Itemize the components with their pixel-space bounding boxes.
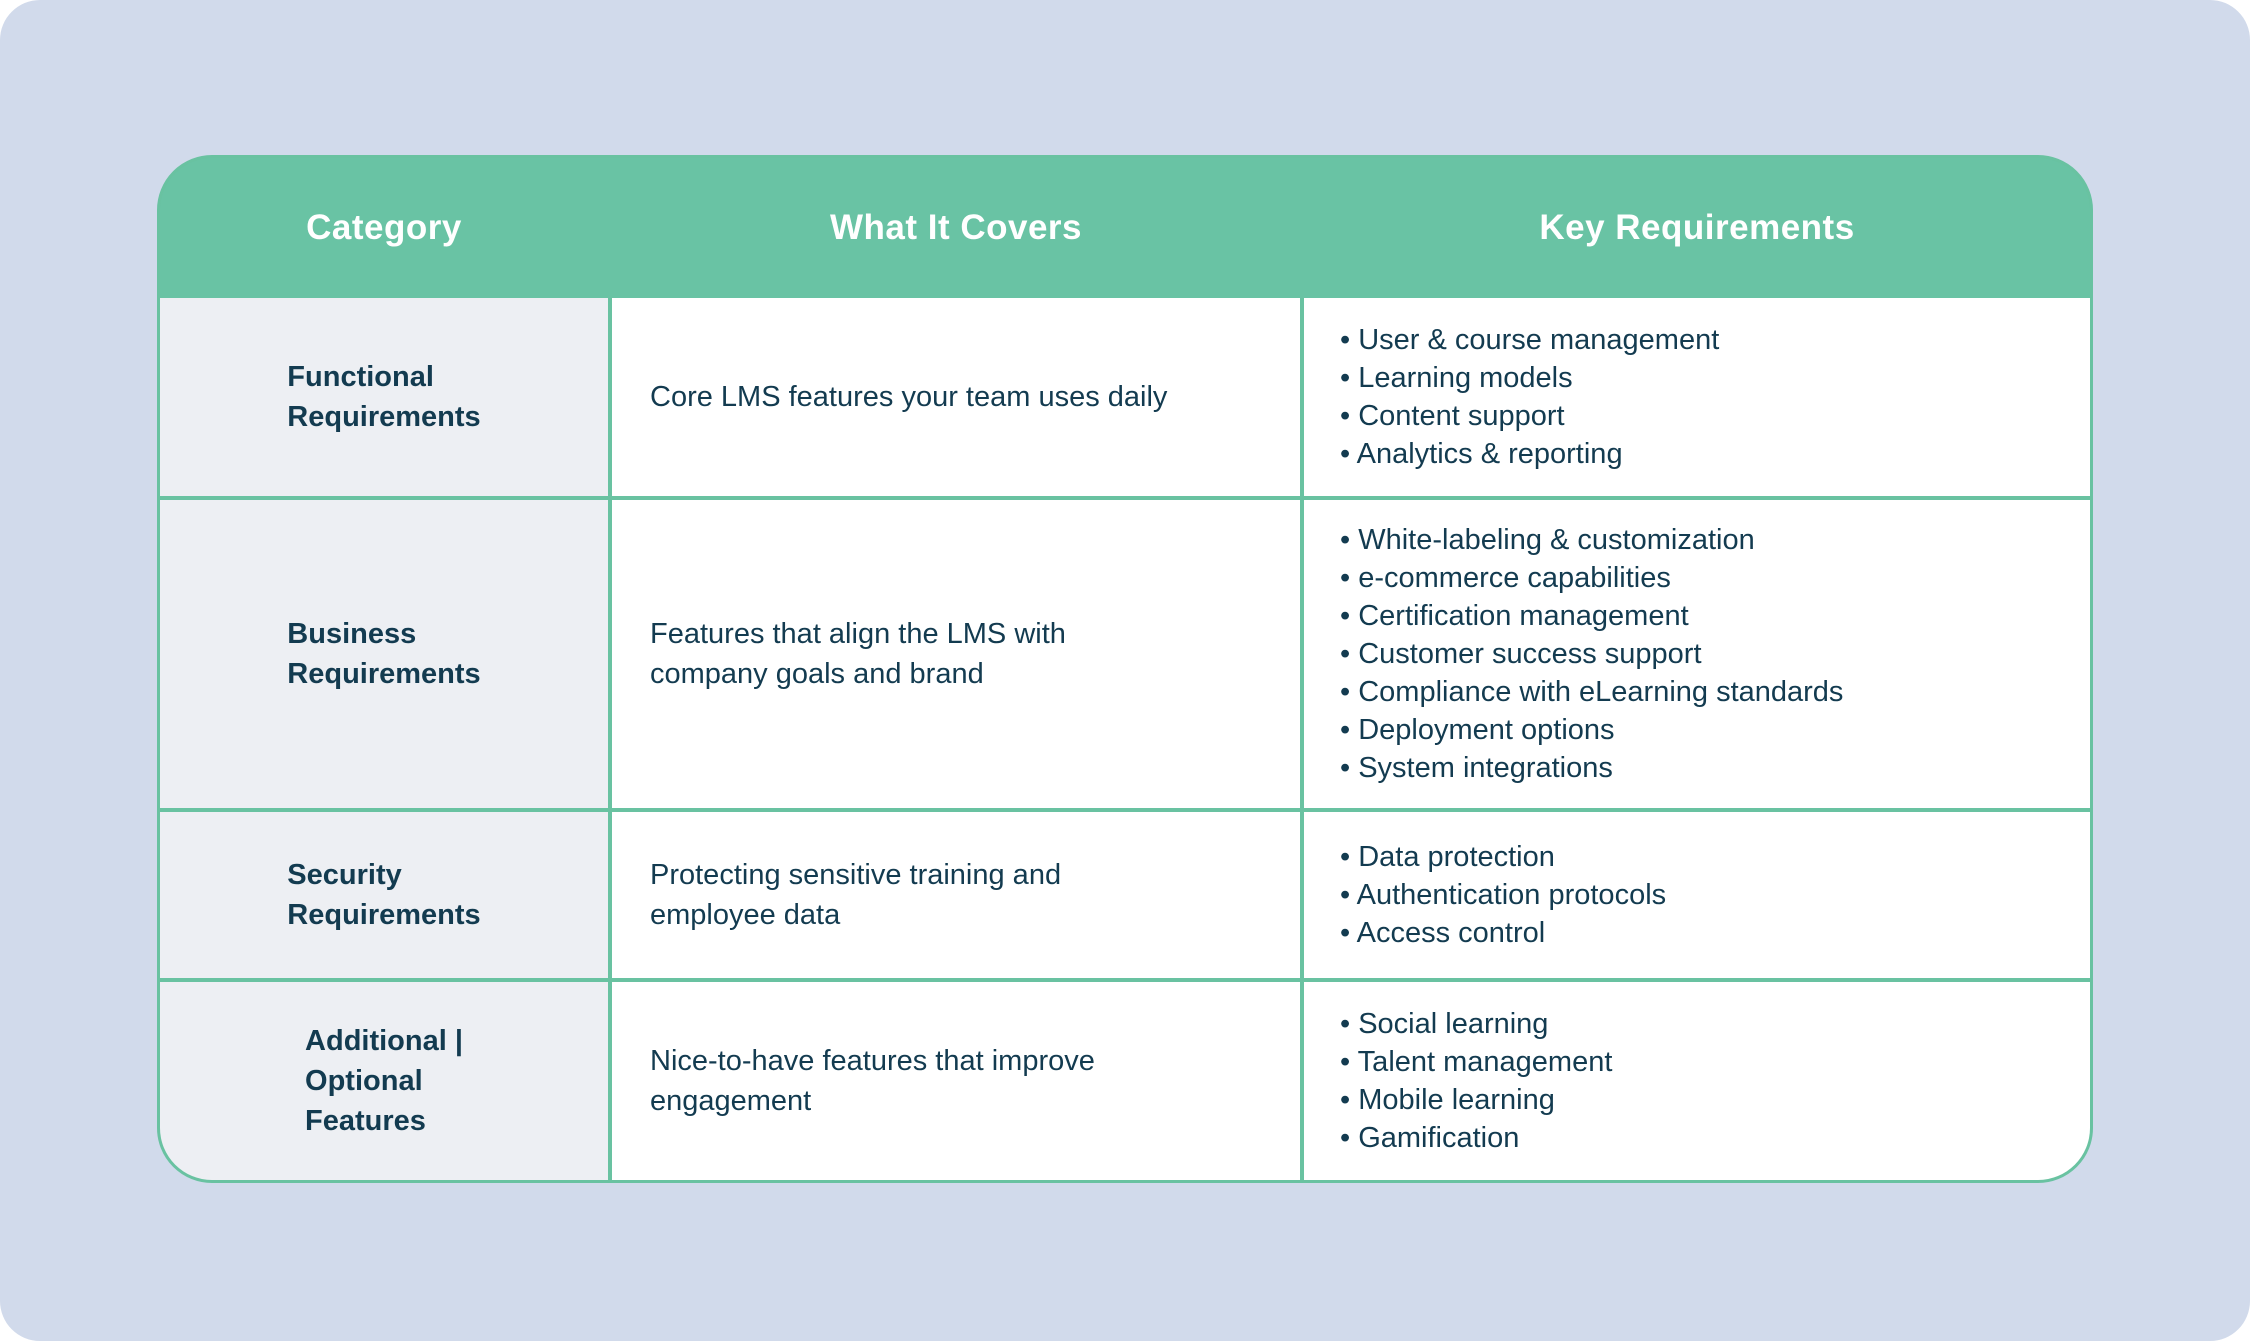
covers-text: Features that align the LMS with company … bbox=[650, 614, 1066, 694]
what-it-covers-cell: Protecting sensitive training and employe… bbox=[612, 812, 1300, 978]
requirement-item: • Customer success support bbox=[1340, 638, 1702, 670]
what-it-covers-cell: Core LMS features your team uses daily bbox=[612, 298, 1300, 496]
category-line: Requirements bbox=[287, 899, 481, 931]
requirement-item: • Learning models bbox=[1340, 362, 1573, 394]
category-line: Requirements bbox=[287, 401, 481, 433]
table-row: Additional | Optional Features Nice-to-hav… bbox=[160, 982, 2090, 1180]
category-line: Optional bbox=[305, 1065, 423, 1097]
category-cell: Functional Requirements bbox=[160, 298, 608, 496]
category-cell-text: Security Requirements bbox=[287, 855, 480, 935]
category-cell: Business Requirements bbox=[160, 500, 608, 808]
requirement-item: • Authentication protocols bbox=[1340, 879, 1667, 911]
lms-requirements-table: Category What It Covers Key Requirements… bbox=[157, 155, 2093, 1183]
key-requirements-cell: • White-labeling & customization • e-comm… bbox=[1304, 500, 2090, 808]
requirement-item: • White-labeling & customization bbox=[1340, 524, 1755, 556]
table-body: Functional Requirements Core LMS features… bbox=[160, 298, 2090, 1180]
covers-line: employee data bbox=[650, 899, 841, 931]
category-cell: Security Requirements bbox=[160, 812, 608, 978]
column-header-what-it-covers: What It Covers bbox=[829, 208, 1083, 247]
table-row: Business Requirements Features that align… bbox=[160, 500, 2090, 808]
key-requirements-cell: • Data protection • Authentication protoc… bbox=[1304, 812, 2090, 978]
key-requirements-cell: • Social learning • Talent management • Mo… bbox=[1304, 982, 2090, 1180]
requirement-item: • Compliance with eLearning standards bbox=[1340, 676, 1844, 708]
category-line: Features bbox=[305, 1105, 426, 1137]
column-header-category: Category bbox=[306, 208, 462, 247]
category-line: Functional bbox=[287, 361, 434, 393]
requirement-item: • Deployment options bbox=[1340, 714, 1615, 746]
requirement-item: • System integrations bbox=[1340, 752, 1613, 784]
covers-line: Core LMS features your team uses daily bbox=[650, 381, 1168, 413]
table-header-row: Category What It Covers Key Requirements bbox=[160, 158, 2090, 298]
category-cell: Additional | Optional Features bbox=[160, 982, 608, 1180]
requirement-item: • Data protection bbox=[1340, 841, 1555, 873]
covers-line: engagement bbox=[650, 1085, 812, 1117]
requirement-item: • User & course management bbox=[1340, 324, 1720, 356]
requirement-item: • e-commerce capabilities bbox=[1340, 562, 1671, 594]
requirement-item: • Talent management bbox=[1340, 1046, 1613, 1078]
covers-line: Features that align the LMS with bbox=[650, 618, 1066, 650]
covers-text: Core LMS features your team uses daily bbox=[650, 377, 1167, 417]
table-row: Functional Requirements Core LMS features… bbox=[160, 298, 2090, 496]
requirement-item: • Social learning bbox=[1340, 1008, 1549, 1040]
category-line: Additional | bbox=[305, 1025, 463, 1057]
requirement-item: • Mobile learning bbox=[1340, 1084, 1555, 1116]
category-cell-text: Business Requirements bbox=[287, 614, 480, 694]
table-row: Security Requirements Protecting sensitiv… bbox=[160, 812, 2090, 978]
covers-line: Nice-to-have features that improve bbox=[650, 1045, 1095, 1077]
covers-text: Protecting sensitive training and employe… bbox=[650, 855, 1061, 935]
covers-line: company goals and brand bbox=[650, 658, 984, 690]
covers-line: Protecting sensitive training and bbox=[650, 859, 1062, 891]
requirement-item: • Gamification bbox=[1340, 1122, 1520, 1154]
what-it-covers-cell: Nice-to-have features that improve engage… bbox=[612, 982, 1300, 1180]
category-cell-text: Functional Requirements bbox=[287, 357, 480, 437]
category-line: Business bbox=[287, 618, 417, 650]
column-header-key-requirements: Key Requirements bbox=[1539, 208, 1855, 247]
covers-text: Nice-to-have features that improve engage… bbox=[650, 1041, 1095, 1121]
requirement-item: • Content support bbox=[1340, 400, 1565, 432]
requirement-item: • Analytics & reporting bbox=[1340, 438, 1623, 470]
category-cell-text: Additional | Optional Features bbox=[305, 1021, 463, 1141]
key-requirements-cell: • User & course management • Learning mod… bbox=[1304, 298, 2090, 496]
category-line: Security bbox=[287, 859, 402, 891]
requirement-item: • Access control bbox=[1340, 917, 1546, 949]
requirement-item: • Certification management bbox=[1340, 600, 1689, 632]
what-it-covers-cell: Features that align the LMS with company … bbox=[612, 500, 1300, 808]
category-line: Requirements bbox=[287, 658, 481, 690]
